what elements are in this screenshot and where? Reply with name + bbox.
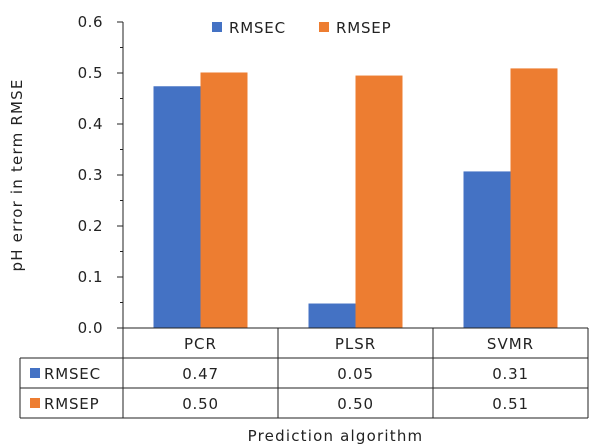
- y-axis-label: pH error in term RMSE: [8, 78, 26, 271]
- table-value: 0.31: [492, 365, 529, 383]
- table-value: 0.51: [492, 395, 529, 413]
- table-legend-key: [30, 398, 40, 408]
- bar-rmsep-pcr: [200, 72, 248, 329]
- bar-rmsep-plsr: [355, 75, 403, 328]
- y-tick-label: 0.0: [78, 319, 103, 337]
- data-table: PCR PLSR SVMR RMSEC 0.47 0.05 0.31 RMSEP 0.50 0.5…: [19, 327, 589, 419]
- x-category-label: SVMR: [487, 335, 534, 353]
- bar-rmsec-svmr: [463, 171, 511, 328]
- legend-swatch-rmsec: [212, 22, 222, 32]
- table-value: 0.05: [337, 365, 374, 383]
- y-tick-label: 0.4: [78, 115, 103, 133]
- chart-legend: RMSEC RMSEP: [212, 19, 391, 37]
- x-category-label: PLSR: [335, 335, 376, 353]
- y-tick-label: 0.2: [78, 217, 103, 235]
- legend-label: RMSEP: [336, 19, 391, 37]
- table-series-label: RMSEC: [44, 365, 101, 383]
- table-value: 0.50: [182, 395, 219, 413]
- bar-rmsec-plsr: [308, 303, 356, 328]
- y-tick-label: 0.5: [78, 64, 103, 82]
- y-tick-label: 0.1: [78, 268, 103, 286]
- chart-bars: [153, 68, 558, 329]
- bar-rmsec-pcr: [153, 86, 201, 328]
- bar-rmsep-svmr: [510, 68, 558, 328]
- x-axis-label: Prediction algorithm: [248, 427, 424, 444]
- y-tick-label: 0.3: [78, 166, 103, 184]
- table-value: 0.50: [337, 395, 374, 413]
- x-category-label: PCR: [184, 335, 217, 353]
- legend-label: RMSEC: [229, 19, 286, 37]
- table-legend-key: [30, 368, 40, 378]
- legend-swatch-rmsep: [319, 22, 329, 32]
- y-tick-label: 0.6: [78, 13, 103, 31]
- chart-axes: 0.0 0.1 0.2 0.3 0.4 0.5 0.6: [78, 13, 124, 337]
- table-value: 0.47: [182, 365, 219, 383]
- table-series-label: RMSEP: [44, 395, 99, 413]
